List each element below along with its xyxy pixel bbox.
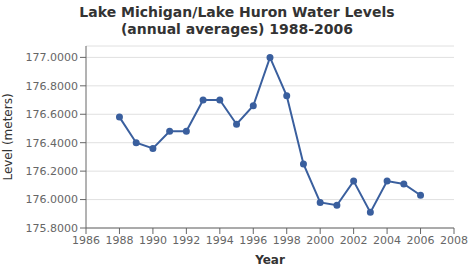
- html-text:(annual averages) 1988-2006: (annual averages) 1988-2006: [120, 21, 354, 37]
- svg-text:2000: 2000: [306, 234, 334, 247]
- svg-text:176.6000: 176.6000: [26, 108, 79, 121]
- svg-text:1986: 1986: [72, 234, 100, 247]
- svg-text:Level (meters): Level (meters): [8, 93, 15, 180]
- svg-text:1990: 1990: [139, 234, 167, 247]
- svg-text:1988: 1988: [105, 234, 133, 247]
- svg-text:1996: 1996: [239, 234, 267, 247]
- svg-text:2006: 2006: [407, 234, 435, 247]
- svg-text:175.8000: 175.8000: [26, 222, 79, 235]
- svg-text:Year: Year: [254, 253, 285, 267]
- svg-text:176.8000: 176.8000: [26, 80, 79, 93]
- svg-text:176.0000: 176.0000: [26, 193, 79, 206]
- svg-text:1992: 1992: [172, 234, 200, 247]
- svg-text:177.0000: 177.0000: [26, 51, 79, 64]
- svg-text:176.2000: 176.2000: [26, 165, 79, 178]
- svg-text:176.4000: 176.4000: [26, 137, 79, 150]
- svg-text:1994: 1994: [206, 234, 234, 247]
- svg-text:1998: 1998: [273, 234, 301, 247]
- html-text:Lake Michigan/Lake Huron Water: Lake Michigan/Lake Huron Water Levels: [79, 4, 395, 20]
- svg-text:2004: 2004: [373, 234, 401, 247]
- svg-text:2002: 2002: [340, 234, 368, 247]
- svg-text:2008: 2008: [440, 234, 466, 247]
